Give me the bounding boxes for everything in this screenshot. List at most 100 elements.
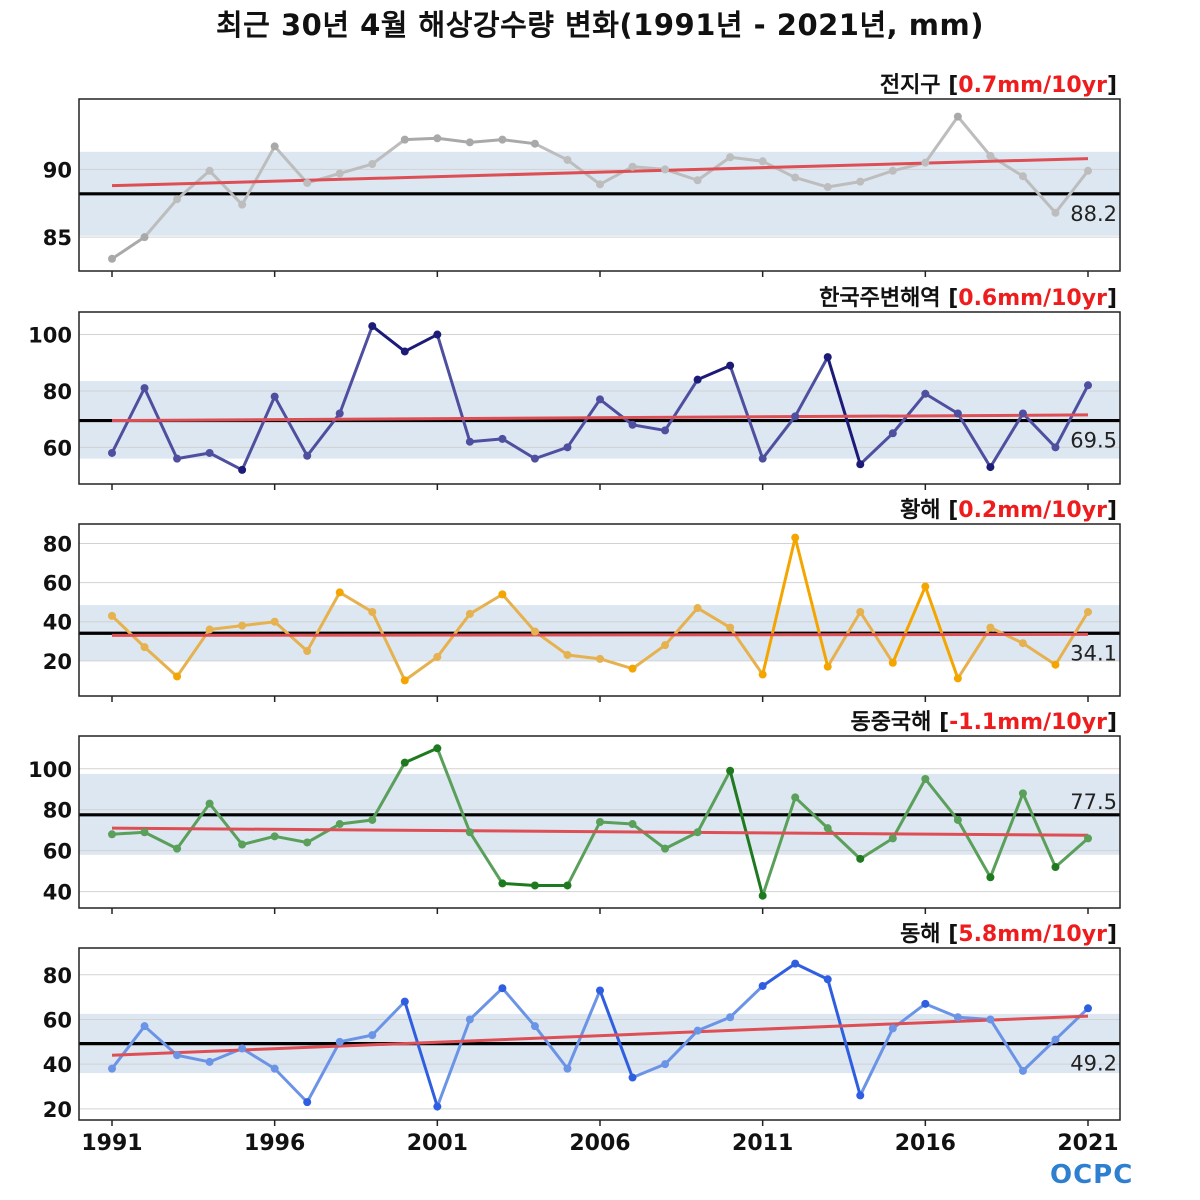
data-point (823, 662, 832, 671)
data-point (953, 112, 962, 121)
line-segment (858, 836, 895, 861)
data-point (661, 844, 670, 853)
line-segment (696, 606, 732, 630)
data-point (921, 999, 930, 1008)
data-point (693, 1026, 702, 1035)
line-segment (565, 988, 602, 1071)
data-point (823, 975, 832, 984)
data-point (1051, 660, 1060, 669)
data-point (661, 426, 670, 435)
trend-line (111, 632, 1089, 637)
line-segment (273, 144, 309, 185)
data-point (270, 142, 279, 151)
data-point (205, 1057, 214, 1066)
data-point (173, 844, 182, 853)
data-point (1018, 409, 1027, 418)
line-segment (500, 437, 537, 461)
line-segment (468, 592, 504, 616)
line-segment (208, 169, 244, 207)
x-tick-label: 1996 (244, 1131, 305, 1156)
data-point (986, 873, 995, 882)
data-point (888, 166, 897, 175)
line-segment (305, 1040, 342, 1104)
line-segment (793, 355, 830, 418)
data-point (563, 881, 572, 890)
line-segment (598, 657, 635, 671)
data-point (238, 621, 247, 630)
data-point (498, 984, 507, 993)
data-point (238, 1044, 247, 1053)
line-segment (631, 643, 667, 671)
line-segment (696, 769, 732, 834)
line-segment (826, 180, 862, 189)
data-point (758, 981, 767, 990)
data-point (726, 153, 735, 162)
panel-title: 전지구 [0.7mm/10yr] (880, 73, 1117, 98)
line-segment (403, 136, 439, 142)
y-tick-label: 60 (43, 1008, 72, 1032)
line-segment (240, 1047, 277, 1071)
data-point (173, 1051, 182, 1060)
y-tick-label: 85 (43, 226, 72, 250)
line-segment (923, 1002, 960, 1019)
data-point (498, 590, 507, 599)
data-point (596, 395, 604, 404)
data-point (563, 650, 572, 659)
data-point (888, 429, 897, 438)
line-segment (370, 1000, 407, 1037)
line-segment (598, 820, 635, 826)
data-point (693, 176, 702, 185)
series-line (110, 115, 1090, 261)
line-segment (110, 830, 147, 836)
line-segment (858, 610, 895, 665)
line-segment (1021, 174, 1057, 215)
line-segment (826, 355, 862, 466)
line-segment (793, 176, 830, 189)
data-point (173, 672, 182, 681)
data-point (205, 625, 214, 634)
data-point (791, 173, 800, 182)
y-tick-label: 20 (43, 1098, 72, 1122)
y-tick-label: 40 (43, 881, 72, 905)
panel-2: 60 80 100 69.5 한국주변해역 [0.6mm/10yr] (28, 286, 1121, 490)
data-point (270, 392, 279, 401)
line-segment (826, 610, 862, 669)
line-segment (435, 746, 472, 834)
line-segment (858, 1026, 895, 1097)
data-point (1051, 443, 1060, 452)
data-point (465, 1015, 474, 1024)
data-point (596, 654, 604, 663)
data-point (758, 157, 767, 166)
line-segment (988, 412, 1025, 469)
data-point (823, 353, 832, 362)
line-segment (533, 142, 569, 162)
data-point (628, 420, 637, 429)
line-segment (1053, 836, 1090, 869)
data-point (530, 139, 539, 148)
line-segment (240, 395, 277, 472)
data-point (400, 135, 409, 144)
data-point (1018, 789, 1027, 798)
line-segment (956, 626, 992, 680)
data-point (1051, 863, 1060, 872)
series-line (110, 324, 1090, 472)
line-segment (500, 138, 537, 146)
data-point (465, 138, 474, 147)
data-point (888, 658, 897, 667)
data-point (303, 838, 312, 847)
data-point (368, 1031, 377, 1040)
y-tick-label: 80 (43, 380, 72, 404)
line-segment (208, 451, 244, 472)
panel-title: 동해 [5.8mm/10yr] (900, 922, 1117, 947)
data-point (888, 834, 897, 843)
line-segment (663, 1029, 700, 1066)
line-segment (1053, 169, 1090, 215)
line-segment (631, 423, 667, 432)
data-point (856, 177, 865, 186)
line-segment (663, 606, 700, 647)
data-point (303, 178, 312, 187)
line-segment (143, 1024, 179, 1057)
data-point (1084, 834, 1092, 843)
line-segment (533, 445, 569, 461)
